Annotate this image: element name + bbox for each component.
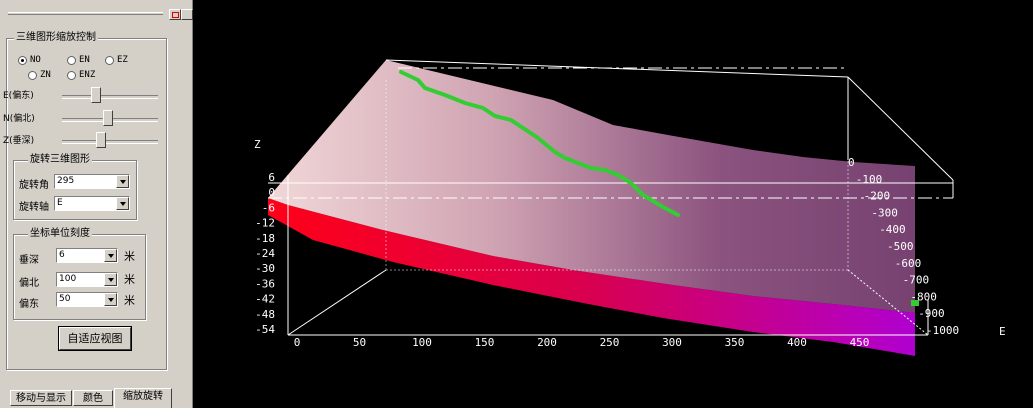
close-button[interactable] — [181, 9, 193, 20]
chevron-down-icon[interactable] — [116, 175, 129, 188]
slider-z-label: Z(垂深) — [3, 136, 35, 146]
chevron-down-icon[interactable] — [104, 249, 117, 262]
lower-surface — [268, 198, 915, 356]
e-tick-label: 50 — [353, 336, 366, 349]
dash-dot-guides — [268, 67, 953, 199]
chevron-down-icon[interactable] — [104, 293, 117, 306]
e-axis-label: E — [999, 325, 1006, 338]
e-tick-label: 100 — [412, 336, 432, 349]
slider-z-track[interactable] — [62, 140, 158, 144]
slider-e-label: E(偏东) — [3, 91, 34, 101]
z-tick-label: 6 — [268, 171, 275, 184]
n-tick-label: -200 — [864, 190, 891, 203]
chevron-down-icon[interactable] — [116, 197, 129, 210]
rotate-angle-select[interactable]: 295 — [54, 174, 130, 189]
trajectory-end-marker — [911, 300, 919, 306]
n-tick-label: -800 — [910, 290, 937, 303]
control-panel: 三维图形缩放控制 NO EN EZ ZN ENZ E(偏东) N(偏北) Z(垂… — [0, 0, 193, 408]
z-tick-label: -6 — [262, 201, 275, 214]
z-tick-label: -30 — [255, 262, 275, 275]
n-tick-label: -900 — [918, 307, 945, 320]
z-tick-label: -54 — [255, 323, 275, 336]
e-axis-ticks: 0 50 100 150 200 250 300 350 400 450 — [294, 336, 870, 349]
radio-dot-icon — [18, 55, 27, 65]
z-tick-label: -24 — [255, 247, 275, 260]
scale-north-select[interactable]: 100 — [56, 272, 118, 287]
slider-e-track[interactable] — [62, 95, 158, 99]
n-tick-label: -500 — [887, 240, 914, 253]
scale-depth-unit: 米 — [124, 250, 135, 263]
scale-depth-label: 垂深 — [19, 255, 39, 266]
restore-icon — [172, 12, 179, 18]
slider-n-thumb[interactable] — [103, 110, 113, 126]
radio-dot-icon — [105, 55, 114, 65]
n-tick-label: -1000 — [926, 324, 959, 337]
z-tick-label: -42 — [255, 293, 275, 306]
z-axis-ticks: 6 0 -6 -12 -18 -24 -30 -36 -42 -48 -54 — [255, 171, 275, 336]
panel-title-bar — [8, 9, 193, 23]
e-tick-label: 0 — [294, 336, 301, 349]
scale-depth-select[interactable]: 6 — [56, 248, 118, 263]
n-tick-label: -100 — [856, 173, 883, 186]
rotate-axis-select[interactable]: E — [54, 196, 130, 211]
e-tick-label: 200 — [537, 336, 557, 349]
radio-en[interactable]: EN — [67, 55, 90, 65]
z-tick-label: -12 — [255, 217, 275, 230]
radio-dot-icon — [67, 55, 76, 65]
rotate-axis-label: 旋转轴 — [19, 202, 49, 213]
zoom-control-title: 三维图形缩放控制 — [14, 32, 98, 44]
rotate-group-title: 旋转三维图形 — [28, 154, 92, 166]
n-tick-label: -400 — [879, 223, 906, 236]
radio-enz[interactable]: ENZ — [67, 70, 95, 80]
scale-east-label: 偏东 — [19, 299, 39, 310]
slider-z-thumb[interactable] — [96, 132, 106, 148]
z-tick-label: -18 — [255, 232, 275, 245]
upper-surface — [268, 60, 915, 313]
scale-group-title: 坐标单位刻度 — [28, 228, 92, 240]
n-tick-label: 0 — [848, 156, 855, 169]
restore-button[interactable] — [169, 9, 181, 20]
e-tick-label: 150 — [475, 336, 495, 349]
e-tick-label: 300 — [662, 336, 682, 349]
z-axis-label: Z — [254, 138, 261, 151]
n-axis-ticks: 0-100 -200 -300 -400 -500 -600 -700 -800 -900 -10… — [848, 156, 959, 337]
tab-zoom-rotate[interactable]: 缩放旋转 — [114, 388, 172, 408]
radio-zn[interactable]: ZN — [28, 70, 51, 80]
n-tick-label: -700 — [903, 274, 930, 287]
fit-view-button[interactable]: 自适应视图 — [59, 327, 131, 350]
z-tick-label: -36 — [255, 277, 275, 290]
slider-e-thumb[interactable] — [91, 87, 101, 103]
e-tick-label: 450 — [850, 336, 870, 349]
tab-color[interactable]: 颜色 — [73, 390, 113, 406]
e-tick-label: 350 — [725, 336, 745, 349]
n-tick-label: -600 — [895, 257, 922, 270]
scale-east-unit: 米 — [124, 294, 135, 307]
radio-ez[interactable]: EZ — [105, 55, 128, 65]
well-trajectory — [399, 70, 680, 217]
tab-move-display[interactable]: 移动与显示 — [10, 390, 72, 406]
radio-dot-icon — [67, 70, 76, 80]
e-tick-label: 250 — [600, 336, 620, 349]
chevron-down-icon[interactable] — [104, 273, 117, 286]
n-tick-label: -300 — [871, 206, 898, 219]
3d-view-canvas[interactable]: Z E 6 0 -6 -12 -18 -24 -30 -36 -42 -48 -54 0 50 100 1… — [193, 0, 1033, 408]
z-tick-label: -48 — [255, 308, 275, 321]
slider-n-label: N(偏北) — [3, 114, 35, 124]
scale-east-select[interactable]: 50 — [56, 292, 118, 307]
scale-north-label: 偏北 — [19, 278, 39, 289]
rotate-angle-label: 旋转角 — [19, 180, 49, 191]
radio-dot-icon — [28, 70, 37, 80]
scale-north-unit: 米 — [124, 273, 135, 286]
radio-no[interactable]: NO — [18, 55, 41, 65]
e-tick-label: 400 — [787, 336, 807, 349]
bounding-box — [268, 59, 954, 336]
z-tick-label: 0 — [268, 186, 275, 199]
